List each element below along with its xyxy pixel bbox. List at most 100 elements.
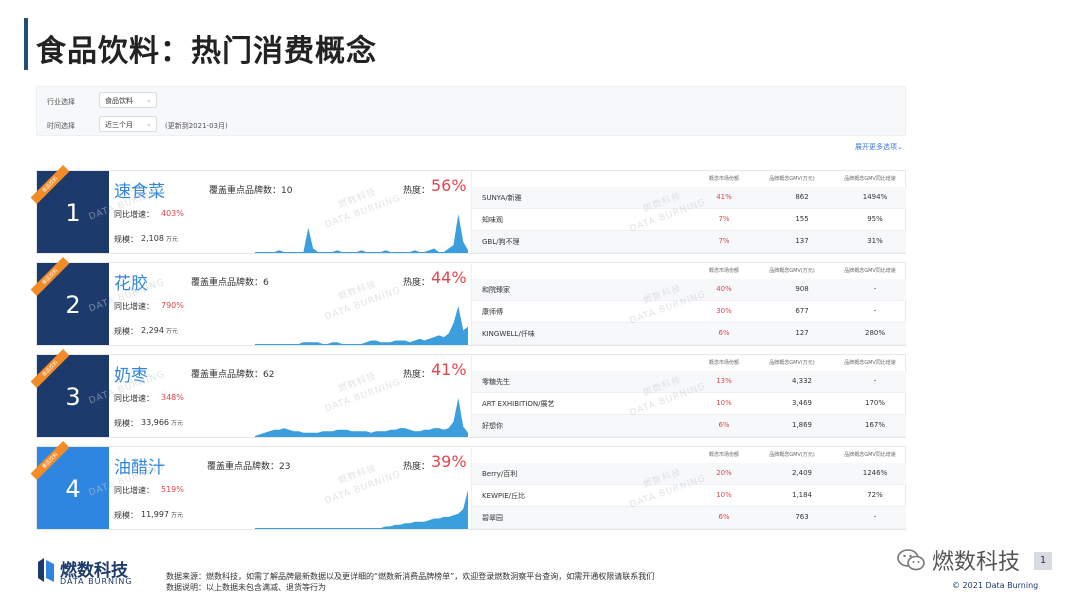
brand-gmv: 1,869 bbox=[791, 421, 813, 429]
table-row[interactable]: KINGWELL/仟味 6% 127 280% bbox=[472, 323, 906, 345]
table-row[interactable]: 知味观 7% 155 95% bbox=[472, 209, 906, 231]
brand-share: 7% bbox=[718, 215, 730, 223]
concept-card[interactable]: 食品饮料 3 奶枣 覆盖重点品牌数：62 热度： 41% 同比增速： 348% 规模： 33,96… bbox=[30, 349, 906, 438]
brand-yoy: 170% bbox=[864, 399, 885, 407]
brand-share: 6% bbox=[718, 421, 730, 429]
brand-coverage-label: 覆盖重点品牌数： bbox=[191, 278, 264, 288]
brand-yoy: - bbox=[873, 307, 877, 315]
brand-name: 好想你 bbox=[482, 422, 503, 430]
time-filter-label: 时间选择 bbox=[47, 122, 75, 130]
table-row[interactable]: SUNYA/新雅 41% 862 1494% bbox=[472, 187, 906, 209]
brand-gmv: 677 bbox=[795, 307, 809, 315]
table-row[interactable]: 好想你 6% 1,869 167% bbox=[472, 415, 906, 437]
table-header-share: 概念市场份额 bbox=[708, 360, 739, 366]
table-header-share: 概念市场份额 bbox=[708, 268, 739, 274]
brand-share: 6% bbox=[718, 329, 730, 337]
brand-share: 10% bbox=[716, 399, 732, 407]
chevron-down-icon: ⌄ bbox=[146, 96, 152, 104]
expand-more-options-link[interactable]: 展开更多选项⌄ bbox=[855, 143, 903, 151]
brand-gmv: 862 bbox=[795, 193, 809, 201]
table-row[interactable]: 碧翠园 6% 763 - bbox=[472, 507, 906, 529]
trend-sparkline bbox=[255, 398, 468, 437]
brand-coverage-label: 覆盖重点品牌数： bbox=[191, 370, 264, 380]
scale-label: 规模： bbox=[114, 235, 138, 244]
table-header-gmv: 品牌概念GMV(万元) bbox=[769, 176, 815, 182]
scale-value: 2,294 万元 bbox=[141, 326, 178, 335]
growth-label: 同比增速： bbox=[114, 486, 154, 495]
growth-label: 同比增速： bbox=[114, 394, 154, 403]
table-header-gmv: 品牌概念GMV(万元) bbox=[769, 360, 815, 366]
table-header-gmv: 品牌概念GMV(万元) bbox=[769, 268, 815, 274]
scale-unit: 万元 bbox=[165, 236, 178, 243]
brand-table: 概念市场份额 品牌概念GMV(万元) 品牌概念GMV同比增速 Berry/百利 20% 2… bbox=[471, 447, 906, 529]
rank-number: 4 bbox=[65, 475, 81, 503]
brand-yoy: - bbox=[873, 285, 877, 293]
table-row[interactable]: KEWPIE/丘比 10% 1,184 72% bbox=[472, 485, 906, 507]
footer-brand-english: DATA BURNING bbox=[60, 577, 133, 586]
scale-label: 规模： bbox=[114, 327, 138, 336]
heat-label: 热度： bbox=[403, 186, 431, 196]
table-row[interactable]: 零糖先生 13% 4,332 - bbox=[472, 371, 906, 393]
brand-share: 20% bbox=[716, 469, 732, 477]
brand-gmv: 155 bbox=[795, 215, 809, 223]
brand-yoy: 95% bbox=[867, 215, 883, 223]
page-corner-badge: 1 bbox=[1034, 552, 1052, 570]
brand-coverage-label: 覆盖重点品牌数： bbox=[207, 462, 280, 472]
brand-name: KEWPIE/丘比 bbox=[482, 492, 526, 500]
concept-card[interactable]: 食品饮料 2 花胶 覆盖重点品牌数：6 热度： 44% 同比增速： 790% 规模： 2,294 万… bbox=[30, 257, 906, 346]
concept-name[interactable]: 油醋汁 bbox=[114, 458, 165, 478]
wechat-icon bbox=[897, 549, 925, 571]
rank-number: 1 bbox=[65, 199, 81, 227]
rank-number: 2 bbox=[65, 291, 81, 319]
brand-name: 知味观 bbox=[482, 216, 503, 224]
time-select[interactable]: 近三个月 ⌄ bbox=[99, 116, 157, 132]
concept-name[interactable]: 奶枣 bbox=[114, 366, 148, 386]
table-row[interactable]: ART EXHIBITION/展艺 10% 3,469 170% bbox=[472, 393, 906, 415]
heat-value: 56% bbox=[431, 176, 467, 195]
trend-area bbox=[255, 490, 468, 529]
brand-name: GBL/狗不理 bbox=[482, 238, 520, 246]
industry-select[interactable]: 食品饮料 ⌄ bbox=[99, 92, 157, 108]
table-header-yoy: 品牌概念GMV同比增速 bbox=[844, 452, 896, 458]
data-source-text: 数据来源：燃数科技，如需了解品牌最新数据以及更详细的“燃数新消费品牌榜单”，欢迎… bbox=[166, 572, 655, 581]
brand-share: 13% bbox=[716, 377, 732, 385]
brand-gmv: 763 bbox=[795, 513, 809, 521]
brand-name: KINGWELL/仟味 bbox=[482, 330, 535, 338]
concept-name[interactable]: 速食菜 bbox=[114, 182, 165, 202]
table-header-gmv: 品牌概念GMV(万元) bbox=[769, 452, 815, 458]
table-row[interactable]: 康师傅 30% 677 - bbox=[472, 301, 906, 323]
rank-block: 食品饮料 4 bbox=[30, 441, 109, 529]
brand-name: 和院臻家 bbox=[482, 286, 510, 294]
growth-value: 348% bbox=[161, 393, 184, 402]
chevron-down-icon: ⌄ bbox=[897, 143, 903, 151]
brand-gmv: 3,469 bbox=[791, 399, 813, 407]
trend-sparkline bbox=[255, 306, 468, 345]
brand-gmv: 137 bbox=[795, 237, 809, 245]
brand-yoy: 167% bbox=[864, 421, 885, 429]
trend-sparkline bbox=[255, 490, 468, 529]
brand-coverage: 覆盖重点品牌数：23 bbox=[207, 459, 290, 472]
heat-value: 41% bbox=[431, 360, 467, 379]
copyright-text: © 2021 Data Burning bbox=[952, 581, 1039, 590]
brand-coverage-value: 10 bbox=[281, 186, 293, 196]
table-row[interactable]: GBL/狗不理 7% 137 31% bbox=[472, 231, 906, 253]
rank-block: 食品饮料 1 bbox=[30, 165, 109, 253]
brand-gmv: 908 bbox=[795, 285, 809, 293]
brand-coverage-value: 6 bbox=[263, 278, 269, 288]
table-header-yoy: 品牌概念GMV同比增速 bbox=[844, 268, 896, 274]
heat-label: 热度： bbox=[403, 370, 431, 380]
scale-value: 2,108 万元 bbox=[141, 234, 178, 243]
heat-label: 热度： bbox=[403, 462, 431, 472]
brand-share: 40% bbox=[716, 285, 732, 293]
concept-card[interactable]: 食品饮料 4 油醋汁 覆盖重点品牌数：23 热度： 39% 同比增速： 519% 规模： 11,9… bbox=[30, 441, 906, 530]
table-row[interactable]: 和院臻家 40% 908 - bbox=[472, 279, 906, 301]
brand-coverage: 覆盖重点品牌数：6 bbox=[191, 275, 269, 288]
concept-card[interactable]: 食品饮料 1 速食菜 覆盖重点品牌数：10 热度： 56% 同比增速： 403% 规模： 2,10… bbox=[30, 165, 906, 254]
brand-name: 零糖先生 bbox=[482, 378, 510, 386]
brand-coverage-label: 覆盖重点品牌数： bbox=[209, 186, 282, 196]
brand-share: 10% bbox=[716, 491, 732, 499]
brand-name: SUNYA/新雅 bbox=[482, 194, 522, 202]
concept-name[interactable]: 花胶 bbox=[114, 274, 148, 294]
time-select-value: 近三个月 bbox=[105, 121, 133, 129]
table-row[interactable]: Berry/百利 20% 2,409 1246% bbox=[472, 463, 906, 485]
